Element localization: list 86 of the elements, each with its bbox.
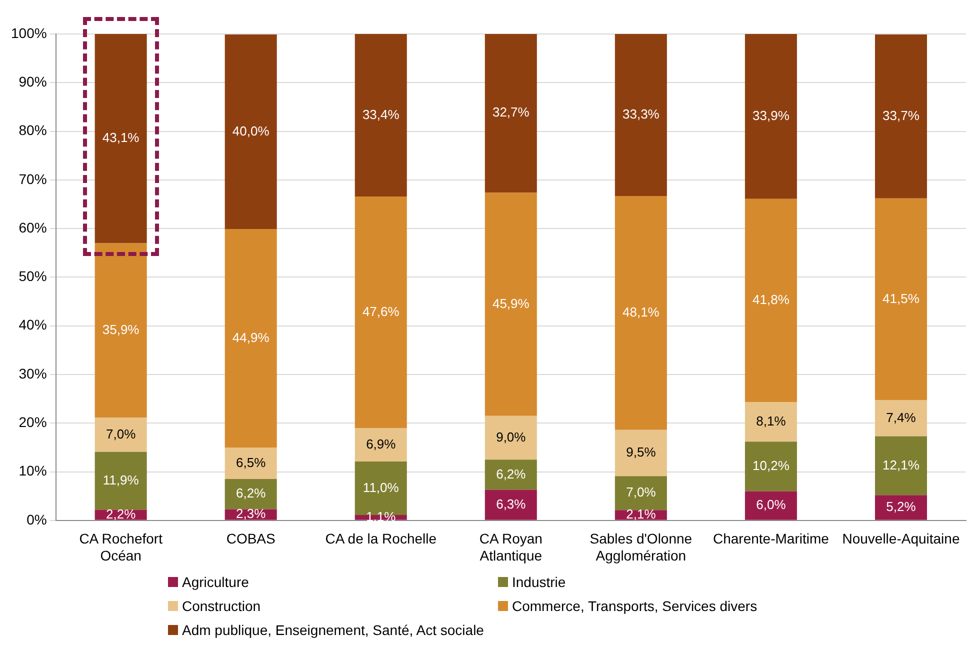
x-tick-label: Nouvelle-Aquitaine — [842, 530, 960, 547]
data-label: 2,2% — [106, 506, 136, 522]
data-label: 33,4% — [362, 106, 400, 122]
bar — [224, 447, 277, 480]
data-label: 11,0% — [362, 480, 400, 495]
data-label: 41,5% — [882, 290, 920, 306]
data-label: 33,9% — [752, 108, 790, 124]
data-label: 6,2% — [236, 486, 266, 501]
data-label: 2,3% — [236, 506, 266, 522]
x-tick-label: CA de la Rochelle — [325, 530, 437, 547]
bar — [874, 34, 927, 198]
data-label: 6,5% — [236, 454, 266, 470]
bar — [744, 34, 797, 199]
y-tick-label: 40% — [18, 316, 47, 333]
y-tick-label: 20% — [18, 414, 47, 430]
data-label: 7,4% — [886, 410, 916, 425]
bar — [484, 460, 537, 490]
bar — [484, 416, 537, 460]
x-tick-label: Charente-Maritime — [712, 530, 830, 547]
data-label: 48,1% — [622, 304, 660, 320]
y-tick-label: 80% — [18, 122, 47, 138]
data-label: 7,0% — [626, 484, 656, 500]
data-label: 10,2% — [752, 458, 790, 473]
x-tick-label: COBAS — [226, 530, 276, 547]
data-label: 40,0% — [232, 123, 270, 138]
bar — [614, 196, 667, 430]
data-label: 6,2% — [496, 466, 526, 482]
bar — [744, 402, 797, 442]
data-label: 11,9% — [102, 472, 140, 488]
y-tick-label: 30% — [18, 365, 47, 382]
bar — [224, 34, 277, 230]
y-tick-label: 90% — [18, 74, 47, 90]
data-label: 47,6% — [362, 304, 400, 319]
bar — [744, 198, 797, 402]
data-label: 6,0% — [756, 497, 786, 512]
bar — [874, 198, 927, 400]
bar — [614, 430, 667, 476]
data-label: 12,1% — [882, 457, 920, 472]
legend-label: Commerce, Transports, Services divers — [512, 598, 758, 614]
x-tick-label: Sables d'Olonne Agglomération — [590, 530, 692, 564]
bar — [94, 418, 147, 452]
legend-label: Adm publique, Enseignement, Santé, Act sociale — [182, 622, 484, 638]
data-label: 9,5% — [626, 444, 656, 460]
bar — [484, 192, 537, 416]
x-tick-label: CA Rochefort Océan — [79, 530, 163, 564]
y-tick-label: 50% — [18, 268, 47, 284]
data-label: 45,9% — [492, 296, 530, 311]
bar — [354, 196, 407, 428]
bar — [874, 436, 927, 496]
data-label: 44,9% — [232, 330, 270, 345]
legend-label: Agriculture — [182, 574, 249, 590]
data-label: 1,1% — [366, 509, 396, 524]
y-tick-label: 0% — [26, 511, 47, 528]
bar — [614, 476, 667, 510]
x-tick-label: CA Royan Atlantique — [479, 530, 542, 564]
bar — [874, 495, 927, 520]
y-tick-label: 10% — [18, 462, 47, 479]
bar — [224, 479, 277, 510]
data-label: 43,1% — [102, 130, 140, 145]
bar — [94, 452, 147, 510]
bar — [484, 34, 537, 193]
data-label: 35,9% — [102, 322, 140, 338]
data-label: 9,0% — [496, 429, 526, 444]
legend-label: Construction — [182, 598, 261, 614]
bar — [484, 490, 537, 520]
legend-label: Industrie — [512, 574, 566, 590]
bar — [614, 34, 667, 196]
data-label: 6,3% — [496, 496, 526, 512]
data-label: 41,8% — [752, 292, 790, 308]
bar — [744, 491, 797, 520]
data-label: 2,1% — [626, 506, 656, 522]
y-tick-label: 60% — [18, 219, 47, 236]
data-label: 7,0% — [106, 426, 136, 442]
data-label: 32,7% — [492, 104, 530, 120]
data-label: 5,2% — [886, 499, 916, 514]
bar — [354, 428, 407, 462]
bar — [874, 400, 927, 436]
y-tick-label: 100% — [10, 24, 47, 41]
data-label: 33,7% — [882, 108, 920, 124]
data-label: 33,3% — [622, 106, 660, 122]
bar — [354, 34, 407, 196]
bar — [744, 442, 797, 492]
data-label: 6,9% — [366, 436, 396, 452]
bar — [224, 229, 277, 448]
data-label: 8,1% — [756, 413, 786, 428]
y-tick-label: 70% — [18, 170, 47, 187]
